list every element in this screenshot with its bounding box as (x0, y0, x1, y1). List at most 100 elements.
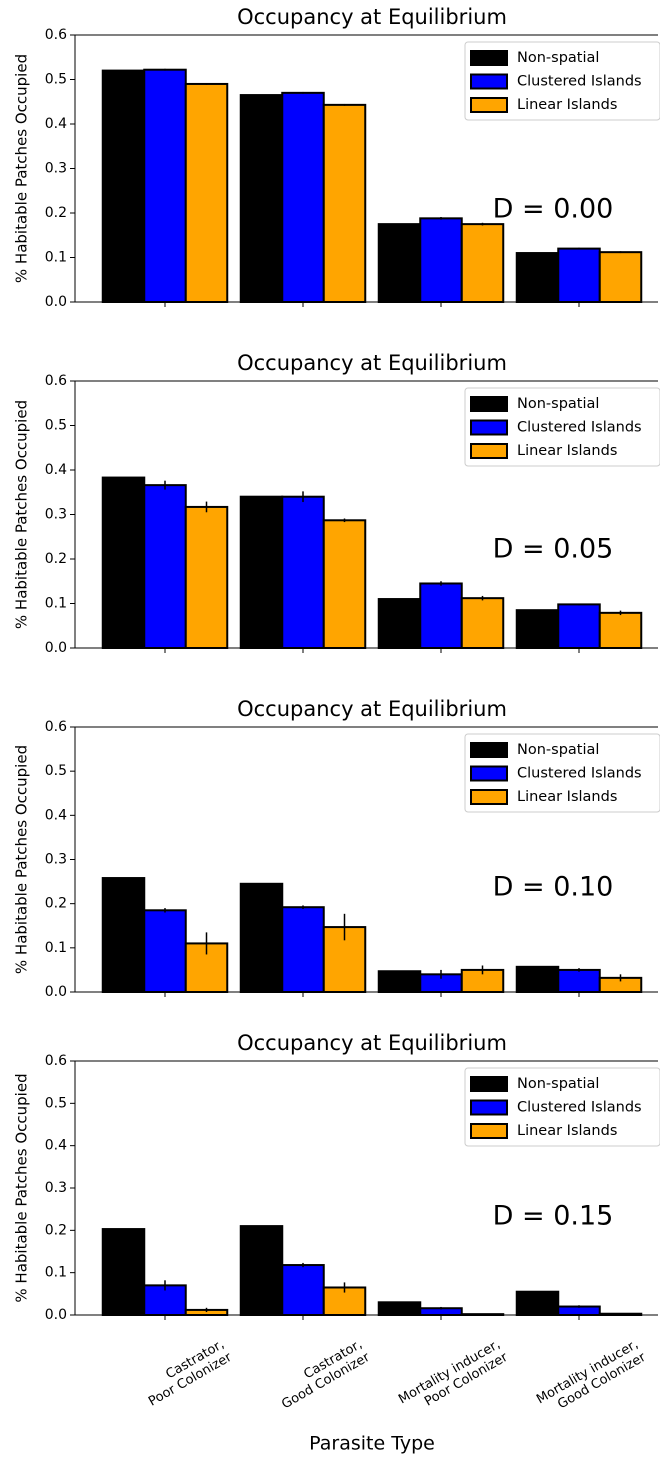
legend-swatch (470, 1099, 508, 1116)
chart-title: Occupancy at Equilibrium (237, 1031, 507, 1055)
bar (184, 82, 229, 303)
bar (101, 69, 146, 303)
bar (557, 603, 601, 650)
annotation: D = 0.15 (493, 1201, 614, 1232)
x-tick-label: Mortality inducer,Poor Colonizer (396, 1336, 511, 1420)
bar (598, 251, 643, 304)
annotation: D = 0.00 (493, 194, 614, 225)
legend-label: Clustered Islands (517, 766, 642, 782)
bar (239, 1225, 284, 1316)
legend-swatch (470, 789, 508, 805)
chart-title: Occupancy at Equilibrium (237, 351, 507, 375)
bar (515, 609, 560, 649)
bar (377, 1301, 422, 1317)
y-tick-label: 0.0 (45, 640, 67, 656)
y-tick-label: 0.6 (45, 719, 67, 735)
y-tick-label: 0.5 (45, 1095, 67, 1111)
legend: Non-spatial Clustered Islands Linear Islan… (464, 733, 660, 813)
legend-label: Non-spatial (517, 1076, 599, 1092)
bar (598, 611, 643, 649)
chart-title: Occupancy at Equilibrium (237, 5, 507, 29)
x-tick-label: Castrator,Poor Colonizer (138, 1336, 234, 1409)
bar (377, 598, 422, 649)
bar (419, 217, 463, 303)
bar (143, 484, 187, 649)
legend-label: Linear Islands (517, 443, 617, 459)
legend-box (464, 733, 660, 813)
y-tick-label: 0.5 (45, 72, 67, 88)
bar (322, 519, 367, 649)
legend-label: Linear Islands (517, 97, 617, 113)
bar (101, 1228, 146, 1317)
y-tick-label: 0.0 (45, 294, 67, 310)
legend-swatch (470, 419, 508, 436)
bar (377, 223, 422, 303)
bar (239, 882, 284, 994)
legend-label: Linear Islands (517, 789, 617, 805)
legend-swatch (470, 742, 508, 758)
y-tick-label: 0.4 (45, 462, 67, 478)
y-tick-label: 0.2 (45, 896, 67, 912)
y-tick-label: 0.6 (45, 373, 67, 389)
x-tick-label: Castrator,Good Colonizer (272, 1336, 373, 1412)
y-axis-label: % Habitable Patches Occupied (13, 745, 31, 974)
y-tick-label: 0.4 (45, 807, 67, 823)
y-tick-label: 0.2 (45, 1222, 67, 1238)
bar (515, 1290, 560, 1317)
legend-swatch (470, 396, 508, 412)
y-tick-label: 0.1 (45, 250, 67, 266)
bar (377, 970, 422, 993)
y-axis-label: % Habitable Patches Occupied (13, 1073, 31, 1302)
bar (101, 877, 146, 993)
chart-title: Occupancy at Equilibrium (237, 697, 507, 721)
annotation: D = 0.10 (493, 872, 614, 903)
bar (281, 1264, 325, 1316)
bar (143, 68, 187, 303)
legend: Non-spatial Clustered Islands Linear Islan… (464, 387, 660, 467)
legend-label: Non-spatial (517, 50, 599, 66)
legend-box (464, 387, 660, 467)
bar (557, 968, 601, 994)
bar (239, 94, 284, 303)
bar (557, 247, 601, 304)
bar (101, 476, 146, 649)
legend-swatch (470, 73, 508, 90)
legend-box (464, 41, 660, 121)
legend-label: Non-spatial (517, 742, 599, 758)
y-tick-label: 0.1 (45, 940, 67, 956)
legend-swatch (470, 50, 508, 66)
y-tick-label: 0.0 (45, 1307, 67, 1323)
legend-label: Linear Islands (517, 1123, 617, 1139)
legend-box (464, 1067, 660, 1147)
bar (515, 252, 560, 304)
legend-swatch (470, 1076, 508, 1092)
y-tick-label: 0.3 (45, 161, 67, 177)
y-tick-label: 0.6 (45, 27, 67, 43)
y-axis-label: % Habitable Patches Occupied (13, 54, 31, 283)
y-tick-label: 0.1 (45, 596, 67, 612)
legend-swatch (470, 97, 508, 113)
bar (419, 582, 463, 649)
legend-swatch (470, 443, 508, 459)
annotation: D = 0.05 (493, 534, 614, 565)
y-tick-label: 0.3 (45, 1180, 67, 1196)
y-tick-label: 0.4 (45, 116, 67, 132)
axes-frame (74, 34, 658, 303)
bar (281, 91, 325, 303)
axes-frame (74, 380, 658, 649)
legend-label: Clustered Islands (517, 74, 642, 90)
bar (281, 906, 325, 994)
y-tick-label: 0.2 (45, 551, 67, 567)
y-tick-label: 0.4 (45, 1138, 67, 1154)
x-tick-label: Mortality inducer,Good Colonizer (534, 1336, 649, 1420)
bar (281, 495, 325, 650)
legend: Non-spatial Clustered Islands Linear Islan… (464, 1067, 660, 1147)
legend-label: Clustered Islands (517, 420, 642, 436)
y-tick-label: 0.2 (45, 205, 67, 221)
bar (515, 965, 560, 994)
legend: Non-spatial Clustered Islands Linear Islan… (464, 41, 660, 121)
y-tick-label: 0.5 (45, 763, 67, 779)
bar (143, 909, 187, 994)
legend-label: Non-spatial (517, 396, 599, 412)
